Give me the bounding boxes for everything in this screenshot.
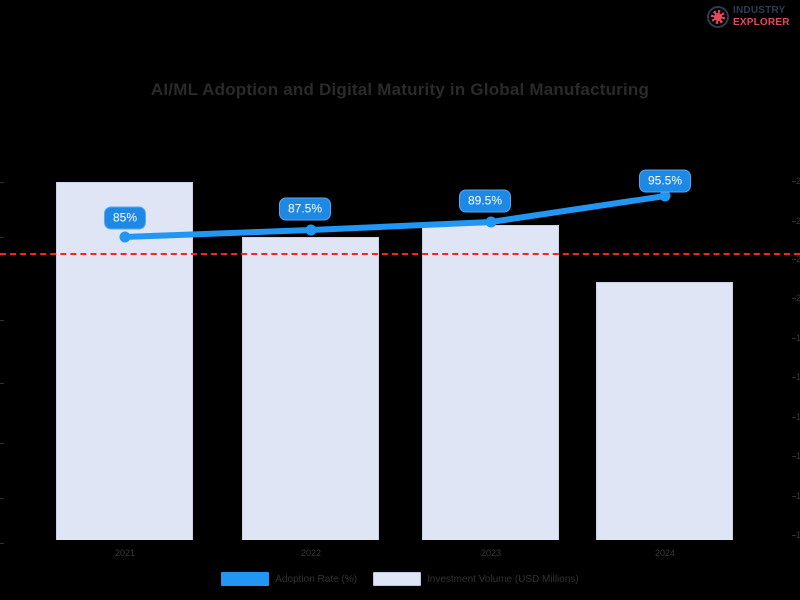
xtick-2023: 2023	[480, 548, 502, 558]
data-label-2021: 85%	[103, 206, 147, 230]
ytick-right-0: 2300	[796, 176, 800, 186]
ytick-right-7: 1600	[796, 451, 800, 461]
bar-2021[interactable]	[56, 182, 193, 540]
ytick-right-2: 2100	[796, 254, 800, 264]
reference-threshold-line	[0, 253, 800, 255]
data-label-2024: 95.5%	[638, 169, 692, 193]
bar-2022[interactable]	[242, 237, 379, 540]
ytick-right-1: 2200	[796, 216, 800, 226]
legend-item-investment-volume[interactable]: Investment Volume (USD Millions)	[373, 572, 579, 586]
ytick-right-8: 1500	[796, 491, 800, 501]
chart-title: AI/ML Adoption and Digital Maturity in G…	[150, 80, 650, 99]
chart-legend: Adoption Rate (%) Investment Volume (USD…	[0, 572, 800, 586]
logo-wordmark: INDUSTRY EXPLORER	[733, 6, 790, 28]
logo-burst-icon	[706, 5, 730, 29]
ytick-right-6: 1700	[796, 412, 800, 422]
legend-swatch-line-icon	[221, 572, 270, 586]
bar-2023[interactable]	[422, 225, 559, 540]
data-label-2023: 89.5%	[458, 189, 512, 213]
bar-2024[interactable]	[596, 282, 733, 540]
legend-label-adoption-rate: Adoption Rate (%)	[275, 573, 357, 585]
xtick-2024: 2024	[654, 548, 676, 558]
legend-label-investment-volume: Investment Volume (USD Millions)	[427, 573, 579, 585]
xtick-2021: 2021	[114, 548, 136, 558]
xtick-2022: 2022	[300, 548, 322, 558]
ytick-right-4: 1900	[796, 333, 800, 343]
logo-line-1: INDUSTRY	[733, 5, 786, 16]
data-label-2022: 87.5%	[278, 197, 332, 221]
legend-item-adoption-rate[interactable]: Adoption Rate (%)	[221, 572, 357, 586]
brand-logo: INDUSTRY EXPLORER	[706, 3, 794, 31]
ytick-right-3: 2000	[796, 293, 800, 303]
plot-area: 96% 92% 88% 84% 80% 76% 72% 2300 2200 21…	[0, 175, 800, 544]
ytick-right-5: 1800	[796, 372, 800, 382]
ytick-right-9: 1400	[796, 530, 800, 540]
legend-swatch-bar-icon	[373, 572, 421, 586]
logo-line-2: EXPLORER	[733, 17, 790, 28]
